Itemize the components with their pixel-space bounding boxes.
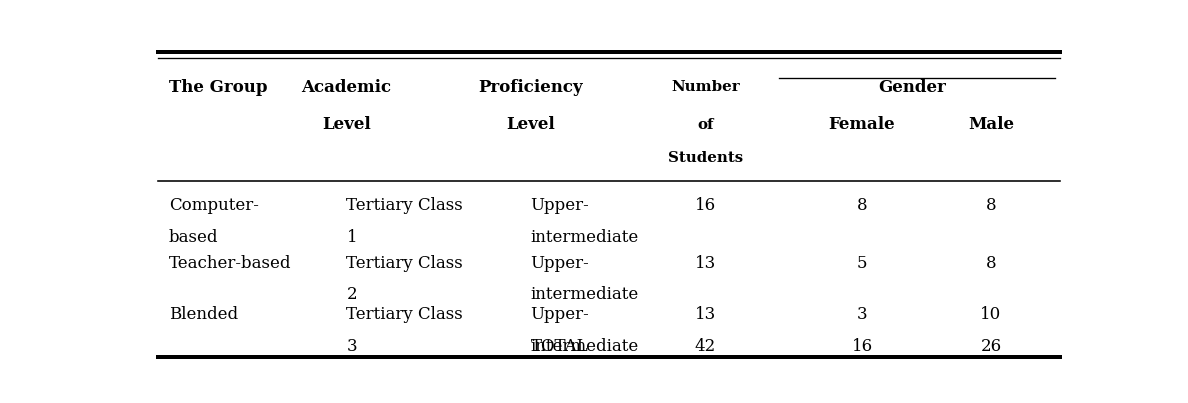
Text: 13: 13 (695, 254, 716, 271)
Text: 13: 13 (695, 305, 716, 323)
Text: Tertiary Class: Tertiary Class (347, 254, 463, 271)
Text: 5: 5 (857, 254, 867, 271)
Text: Number: Number (671, 80, 740, 94)
Text: 8: 8 (986, 254, 997, 271)
Text: intermediate: intermediate (531, 337, 639, 354)
Text: Students: Students (668, 151, 742, 164)
Text: 42: 42 (695, 337, 716, 354)
Text: Level: Level (322, 116, 371, 133)
Text: 1: 1 (347, 228, 358, 245)
Text: based: based (169, 228, 219, 245)
Text: of: of (697, 118, 714, 131)
Text: 8: 8 (986, 197, 997, 214)
Text: Academic: Academic (302, 79, 392, 96)
Text: 26: 26 (980, 337, 1001, 354)
Text: Proficiency: Proficiency (479, 79, 583, 96)
Text: 3: 3 (347, 337, 358, 354)
Text: Gender: Gender (879, 79, 947, 96)
Text: Level: Level (506, 116, 555, 133)
Text: Computer-: Computer- (169, 197, 259, 214)
Text: intermediate: intermediate (531, 286, 639, 303)
Text: Female: Female (829, 116, 896, 133)
Text: 10: 10 (980, 305, 1001, 323)
Text: Teacher-based: Teacher-based (169, 254, 291, 271)
Text: 3: 3 (857, 305, 867, 323)
Text: 2: 2 (347, 286, 358, 303)
Text: Upper-: Upper- (531, 254, 589, 271)
Text: Upper-: Upper- (531, 197, 589, 214)
Text: Tertiary Class: Tertiary Class (347, 197, 463, 214)
Text: 8: 8 (857, 197, 867, 214)
Text: TOTAL: TOTAL (531, 337, 588, 354)
Text: Blended: Blended (169, 305, 238, 323)
Text: 16: 16 (695, 197, 716, 214)
Text: The Group: The Group (169, 79, 267, 96)
Text: Tertiary Class: Tertiary Class (347, 305, 463, 323)
Text: intermediate: intermediate (531, 228, 639, 245)
Text: 16: 16 (852, 337, 873, 354)
Text: Upper-: Upper- (531, 305, 589, 323)
Text: Male: Male (968, 116, 1013, 133)
